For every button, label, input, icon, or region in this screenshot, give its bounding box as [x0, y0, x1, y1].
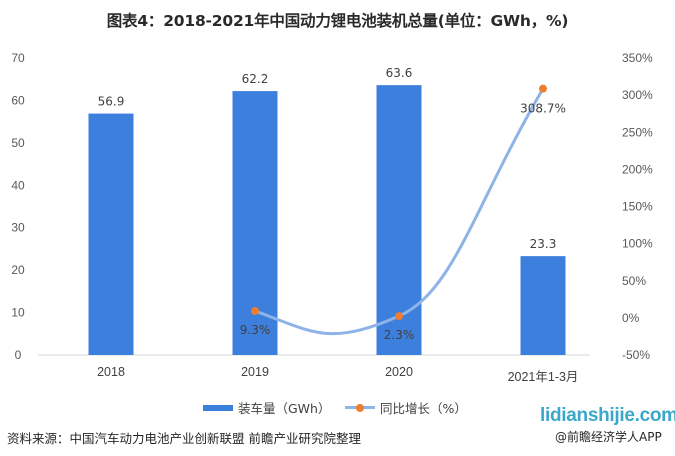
left-axis: 0 10 20 30 40 50 60 70 — [11, 51, 25, 362]
source-note: 资料来源：中国汽车动力电池产业创新联盟 前瞻产业研究院整理 — [7, 431, 361, 446]
legend-line-label: 同比增长（%） — [380, 401, 467, 416]
left-axis-tick: 10 — [11, 306, 25, 320]
bar — [520, 256, 566, 355]
left-axis-tick: 0 — [15, 348, 22, 362]
right-axis-tick: 250% — [622, 125, 653, 139]
x-axis-tick: 2019 — [241, 365, 269, 379]
right-axis-tick: 300% — [622, 88, 653, 102]
bar-value-label: 62.2 — [242, 72, 269, 86]
app-credit: @前瞻经济学人APP — [555, 430, 662, 444]
bar — [88, 113, 134, 356]
line-marker-swatch-icon — [345, 403, 375, 412]
legend-item-bar: 装车量（GWh） — [203, 398, 330, 417]
x-axis-labels: 2018 2019 2020 2021年1-3月 — [97, 365, 578, 384]
right-axis-tick: 0% — [622, 311, 640, 325]
legend: 装车量（GWh） 同比增长（%） — [0, 398, 675, 416]
left-axis-tick: 60 — [11, 93, 25, 107]
legend-bar-label: 装车量（GWh） — [238, 401, 331, 416]
site-watermark: lidianshijie.com — [540, 405, 675, 426]
left-axis-tick: 70 — [11, 51, 25, 65]
line-value-label: 9.3% — [240, 323, 271, 337]
line-value-label: 308.7% — [520, 102, 566, 116]
x-axis-tick: 2020 — [385, 365, 413, 379]
x-axis-tick: 2021年1-3月 — [508, 370, 579, 384]
right-axis-tick: 350% — [622, 51, 653, 65]
line-point-marker — [539, 84, 547, 93]
right-axis-tick: 150% — [622, 200, 653, 214]
line-point-marker — [251, 306, 259, 315]
left-axis-tick: 40 — [11, 178, 25, 192]
right-axis-tick: 100% — [622, 237, 653, 251]
left-axis-tick: 20 — [11, 263, 25, 277]
line-series: 9.3% 2.3% 308.7% — [240, 84, 566, 342]
growth-line — [253, 87, 545, 336]
right-axis-tick: -50% — [622, 348, 650, 362]
bar-series: 56.9 62.2 63.6 23.3 — [88, 66, 566, 356]
bar — [376, 85, 422, 355]
right-axis-tick: 50% — [622, 274, 646, 288]
left-axis-tick: 30 — [11, 221, 25, 235]
right-axis-tick: 200% — [622, 162, 653, 176]
left-axis-tick: 50 — [11, 136, 25, 150]
bar-value-label: 23.3 — [530, 237, 557, 251]
bar-value-label: 56.9 — [98, 95, 125, 109]
line-point-marker — [395, 312, 403, 321]
chart-title: 图表4：2018-2021年中国动力锂电池装机总量(单位：GWh，%) — [106, 12, 569, 30]
bar-swatch-icon — [203, 404, 233, 411]
right-axis: -50% 0% 50% 100% 150% 200% 250% 300% 350% — [622, 51, 653, 362]
legend-item-line: 同比增长（%） — [345, 398, 467, 417]
line-value-label: 2.3% — [384, 328, 415, 342]
x-axis-tick: 2018 — [97, 365, 125, 379]
bar-value-label: 63.6 — [386, 66, 413, 80]
